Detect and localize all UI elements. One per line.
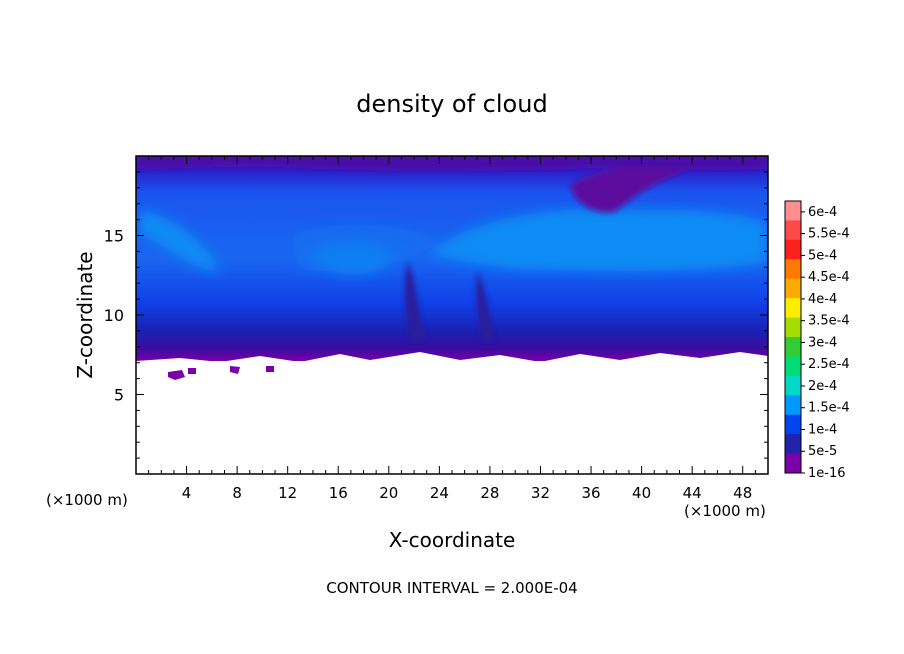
- cloud-fragment-3: [230, 366, 240, 374]
- colorbar-swatch: [785, 298, 801, 319]
- low-density-pocket-right: [570, 165, 690, 213]
- low-density-top-edge: [136, 156, 768, 171]
- x-tick-label: 44: [683, 484, 702, 502]
- y-axis-label: Z-coordinate: [73, 251, 97, 378]
- x-tick-label: 36: [581, 484, 600, 502]
- x-tick-label: 8: [232, 484, 242, 502]
- x-tick-label: 24: [430, 484, 449, 502]
- colorbar-label: 1.5e-4: [808, 401, 850, 416]
- colorbar-label: 4e-4: [808, 292, 837, 307]
- high-density-region-left: [140, 210, 220, 271]
- x-tick-label: 48: [733, 484, 752, 502]
- y-axis-ticks: 5 10 15: [104, 171, 768, 459]
- colorbar-swatch: [785, 395, 801, 416]
- x-tick-label: 20: [379, 484, 398, 502]
- colorbar-swatch: [785, 317, 801, 338]
- x-tick-label: 40: [632, 484, 651, 502]
- x-axis-ticks: 4 8 12 16 20 24 28 32 36 40 44 48: [148, 156, 756, 502]
- x-unit-left: (×1000 m): [46, 491, 128, 509]
- cloud-fragment-4: [266, 366, 274, 372]
- colorbar-label: 6e-4: [808, 205, 837, 220]
- colorbar-swatch: [785, 220, 801, 241]
- cloud-base-edge: [136, 352, 768, 362]
- cloud-density-field: [136, 156, 768, 380]
- colorbar-frame: [784, 200, 802, 474]
- high-density-region-mid: [290, 224, 440, 272]
- chart-title: density of cloud: [356, 90, 547, 118]
- y-tick-label: 15: [104, 227, 124, 246]
- colorbar-swatch: [785, 278, 801, 299]
- colorbar-label: 5.5e-4: [808, 227, 850, 242]
- y-tick-label: 10: [104, 306, 124, 325]
- colorbar-label: 2e-4: [808, 379, 837, 394]
- x-axis-label: X-coordinate: [389, 528, 516, 552]
- high-density-region-right: [430, 208, 766, 271]
- colorbar-label: 1e-16: [808, 466, 846, 481]
- x-tick-label: 28: [480, 484, 499, 502]
- y-tick-label: 5: [114, 386, 124, 405]
- low-density-column-1: [404, 262, 425, 340]
- colorbar: 6e-4 5.5e-4 5e-4 4.5e-4 4e-4 3.5e-4 3e-4 2.5e-4…: [784, 200, 850, 481]
- colorbar-label: 5e-5: [808, 444, 837, 459]
- colorbar-swatch: [785, 356, 801, 377]
- cloud-fragment-1: [168, 370, 185, 380]
- colorbar-swatch: [785, 259, 801, 280]
- colorbar-swatch: [785, 201, 801, 221]
- x-tick-label: 16: [329, 484, 348, 502]
- cloud-fragment-2: [188, 368, 196, 374]
- x-tick-label: 4: [182, 484, 192, 502]
- colorbar-label: 3.5e-4: [808, 314, 850, 329]
- x-tick-label: 32: [531, 484, 550, 502]
- colorbar-swatch: [785, 375, 801, 396]
- x-unit-right: (×1000 m): [684, 502, 766, 520]
- colorbar-label: 1e-4: [808, 422, 837, 437]
- colorbar-label: 2.5e-4: [808, 357, 850, 372]
- colorbar-swatch: [785, 239, 801, 260]
- colorbar-label: 5e-4: [808, 248, 837, 263]
- colorbar-swatch: [785, 453, 801, 474]
- low-density-column-2: [476, 272, 494, 340]
- colorbar-swatch: [785, 414, 801, 435]
- x-tick-label: 12: [278, 484, 297, 502]
- colorbar-swatch: [785, 337, 801, 357]
- colorbar-label: 3e-4: [808, 335, 837, 350]
- contour-interval-note: CONTOUR INTERVAL = 2.000E-04: [326, 579, 577, 597]
- colorbar-swatch: [785, 434, 801, 455]
- colorbar-label: 4.5e-4: [808, 270, 850, 285]
